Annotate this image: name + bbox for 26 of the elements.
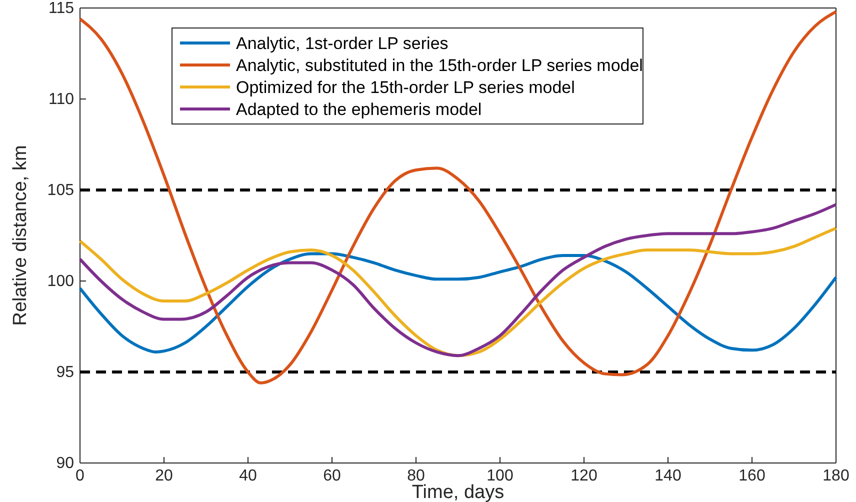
x-tick-label: 40 [239,467,257,484]
y-tick-label: 115 [48,0,74,18]
legend-label: Adapted to the ephemeris model [236,100,482,119]
x-tick-label: 140 [654,467,682,484]
x-tick-label: 20 [155,467,173,484]
y-axis-title: Relative distance, km [10,145,31,326]
line-series [78,226,838,358]
y-tick-label: 95 [56,364,74,382]
legend-label: Optimized for the 15th-order LP series model [236,78,575,97]
legend-label: Analytic, substituted in the 15th-order LP series model [236,56,643,75]
legend-label: Analytic, 1st-order LP series [236,34,448,53]
x-tick-label: 60 [323,467,341,484]
y-tick-label: 105 [47,182,74,200]
x-tick-label: 160 [738,467,766,484]
x-axis-title: Time, days [412,482,504,502]
line-series [78,252,838,354]
y-tick-label: 100 [47,273,74,290]
x-tick-label: 120 [570,467,598,484]
y-tick-label: 110 [48,91,74,108]
x-tick-label: 180 [822,467,850,484]
y-tick-label: 90 [56,455,74,472]
x-tick-label: 80 [407,467,425,484]
line-series [78,203,838,358]
x-tick-label: 100 [486,467,514,484]
x-tick-label: 0 [76,467,85,484]
line-series [78,10,838,384]
